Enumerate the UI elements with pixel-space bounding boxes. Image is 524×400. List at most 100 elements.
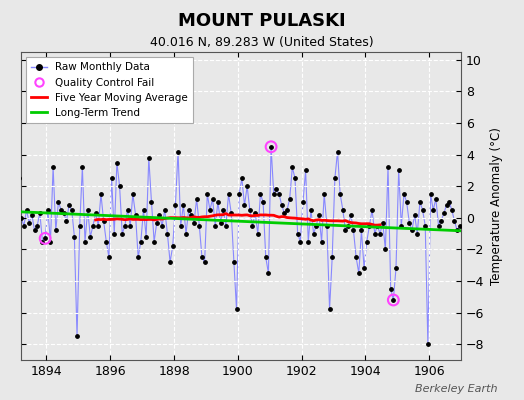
Point [392, 265, 400, 272]
Text: MOUNT PULASKI: MOUNT PULASKI [178, 12, 346, 30]
Point [73, 333, 81, 340]
Point [198, 254, 206, 260]
Point [261, 254, 270, 260]
Point [184, 207, 193, 213]
Point [23, 207, 31, 213]
Point [134, 254, 143, 260]
Point [389, 297, 398, 303]
Point [256, 191, 265, 197]
Point [222, 222, 230, 229]
Point [200, 259, 209, 265]
Point [272, 186, 280, 193]
Point [325, 306, 334, 313]
Point [246, 207, 254, 213]
Point [195, 222, 203, 229]
Point [318, 238, 326, 245]
Point [68, 207, 76, 213]
Point [65, 202, 73, 208]
Point [341, 227, 350, 234]
Point [78, 164, 86, 170]
Point [160, 207, 169, 213]
Point [41, 235, 49, 242]
Point [51, 227, 60, 234]
Point [291, 175, 299, 182]
Point [219, 207, 227, 213]
Point [275, 191, 283, 197]
Point [145, 155, 153, 161]
Point [251, 210, 259, 216]
Point [241, 202, 249, 208]
Point [36, 210, 44, 216]
Point [121, 222, 129, 229]
Point [216, 219, 225, 226]
Point [293, 230, 302, 237]
Point [299, 199, 307, 205]
Point [363, 238, 371, 245]
Point [402, 199, 411, 205]
Point [89, 222, 97, 229]
Point [288, 164, 297, 170]
Point [33, 222, 41, 229]
Point [400, 191, 408, 197]
Point [62, 218, 71, 224]
Point [248, 222, 257, 229]
Point [286, 196, 294, 202]
Point [100, 218, 108, 224]
Point [43, 207, 52, 213]
Point [70, 234, 79, 240]
Point [190, 219, 198, 226]
Point [132, 212, 140, 218]
Point [442, 202, 451, 208]
Point [75, 222, 84, 229]
Point [408, 227, 416, 234]
Point [455, 222, 464, 229]
Legend: Raw Monthly Data, Quality Control Fail, Five Year Moving Average, Long-Term Tren: Raw Monthly Data, Quality Control Fail, … [26, 57, 193, 123]
Point [397, 222, 406, 229]
Point [158, 222, 166, 229]
Point [20, 222, 28, 229]
Point [126, 222, 134, 229]
Point [30, 227, 39, 234]
Point [333, 148, 342, 155]
Point [179, 202, 188, 208]
Point [421, 222, 430, 229]
Point [434, 222, 443, 229]
Point [296, 238, 304, 245]
Point [238, 175, 246, 182]
Point [49, 164, 57, 170]
Point [230, 259, 238, 265]
Point [450, 218, 458, 224]
Point [445, 199, 453, 205]
Point [177, 222, 185, 229]
Point [339, 207, 347, 213]
Point [41, 235, 49, 242]
Point [243, 183, 252, 190]
Point [107, 175, 116, 182]
Point [105, 254, 113, 260]
Point [264, 270, 272, 276]
Point [152, 219, 161, 226]
Point [254, 230, 262, 237]
Point [94, 222, 103, 229]
Point [323, 222, 331, 229]
Point [83, 207, 92, 213]
Point [418, 207, 427, 213]
Point [413, 230, 421, 237]
Point [280, 210, 289, 216]
Point [424, 341, 432, 348]
Point [373, 222, 381, 229]
Point [214, 199, 222, 205]
Point [166, 259, 174, 265]
Point [118, 230, 126, 237]
Point [381, 246, 389, 253]
Point [211, 222, 220, 229]
Point [224, 191, 233, 197]
Point [387, 286, 395, 292]
Point [447, 207, 456, 213]
Point [235, 191, 243, 197]
Point [365, 222, 374, 229]
Point [347, 212, 355, 218]
Point [376, 230, 384, 237]
Point [155, 212, 163, 218]
Point [360, 265, 368, 272]
